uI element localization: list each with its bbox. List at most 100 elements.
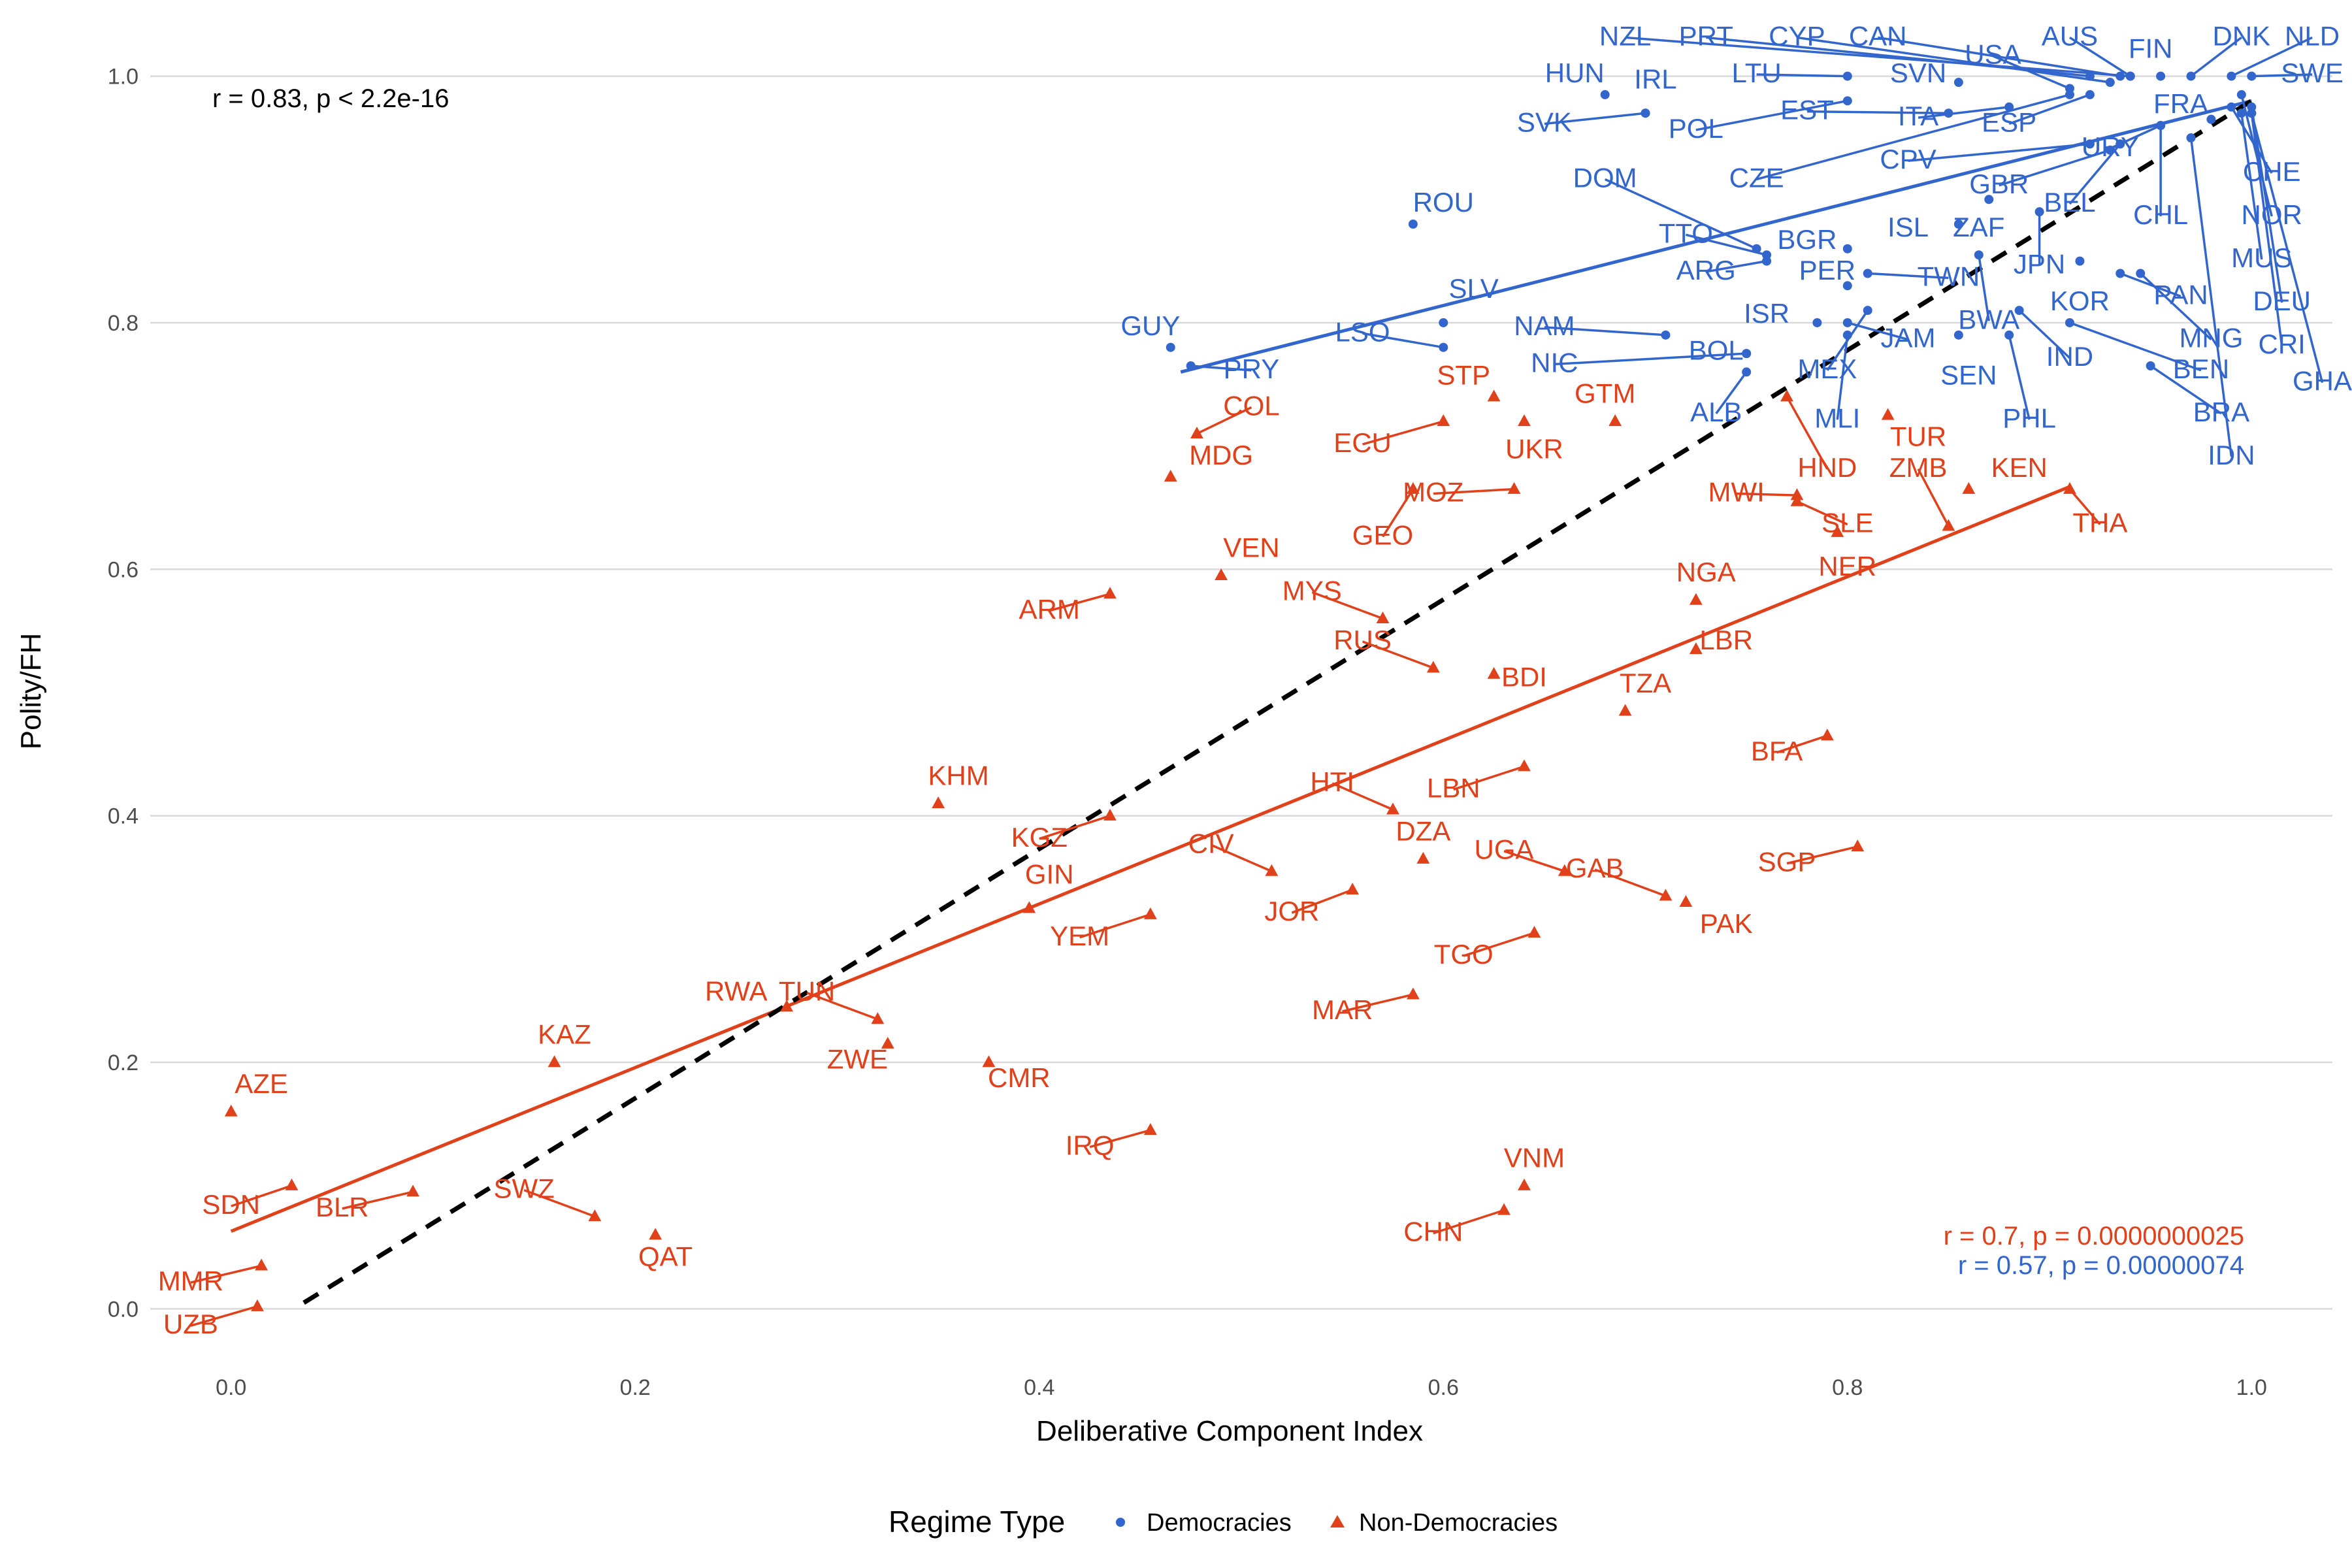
- legend-democracies-marker: [1116, 1518, 1125, 1527]
- leader-usa: [1992, 55, 2070, 90]
- point-swe: [2247, 71, 2257, 81]
- point-lso: [1439, 342, 1448, 352]
- point-tha: [2063, 482, 2076, 494]
- label-tza: TZA: [1620, 668, 1671, 698]
- leader-tun: [806, 992, 878, 1021]
- point-ind: [2014, 306, 2024, 316]
- leader-gbr: [1999, 149, 2111, 187]
- label-rou: ROU: [1413, 187, 1474, 218]
- point-stp: [1487, 389, 1501, 402]
- y-tick-label: 0.4: [108, 804, 139, 829]
- label-mus: MUS: [2231, 242, 2292, 273]
- label-bra: BRA: [2193, 397, 2249, 427]
- leader-pol: [1695, 99, 1848, 131]
- point-sle: [1790, 494, 1804, 506]
- label-yem: YEM: [1050, 921, 1109, 951]
- leader-blr: [342, 1190, 414, 1210]
- label-nzl: NZL: [1599, 20, 1651, 51]
- point-cpv: [2085, 139, 2095, 149]
- label-slv: SLV: [1449, 273, 1499, 304]
- point-kor: [2075, 256, 2085, 266]
- label-hnd: HND: [1797, 452, 1857, 483]
- point-col: [1190, 426, 1203, 438]
- leader-pry: [1190, 365, 1252, 372]
- leader-ben: [2069, 321, 2202, 372]
- leader-ltu: [1756, 73, 1848, 78]
- label-hti: HTI: [1310, 766, 1354, 797]
- fit-line-overall: [302, 99, 2253, 1305]
- label-per: PER: [1799, 255, 1855, 286]
- leader-deu: [2250, 106, 2283, 303]
- label-nic: NIC: [1531, 347, 1578, 378]
- label-ukr: UKR: [1505, 434, 1563, 465]
- leader-zmb: [1917, 468, 1950, 527]
- point-sen: [1953, 330, 1963, 340]
- point-cze: [2065, 90, 2074, 99]
- point-mys: [1376, 611, 1390, 623]
- label-gin: GIN: [1025, 858, 1074, 889]
- point-ukr: [1518, 414, 1531, 427]
- leader-lbn: [1453, 765, 1525, 791]
- x-tick-label: 0.6: [1428, 1375, 1459, 1400]
- label-khm: KHM: [928, 760, 988, 791]
- point-pak: [1679, 894, 1693, 907]
- leader-mmr: [190, 1264, 262, 1284]
- label-moz: MOZ: [1403, 477, 1463, 508]
- label-chn: CHN: [1403, 1217, 1463, 1247]
- point-yem: [1143, 907, 1157, 919]
- point-idn: [2186, 133, 2196, 142]
- label-bgr: BGR: [1777, 224, 1837, 255]
- label-chl: CHL: [2133, 199, 2188, 230]
- label-dom: DOM: [1573, 162, 1637, 193]
- point-mar: [1406, 987, 1420, 1000]
- label-cri: CRI: [2259, 329, 2306, 359]
- label-bdi: BDI: [1501, 662, 1547, 693]
- leader-rus: [1362, 640, 1434, 669]
- label-ltu: LTU: [1731, 57, 1781, 88]
- leader-can: [1877, 36, 2121, 78]
- point-vnm: [1518, 1178, 1531, 1190]
- point-jam: [1842, 318, 1852, 327]
- y-tick-label: 0.2: [108, 1051, 139, 1075]
- leader-jor: [1291, 889, 1353, 914]
- leader-dnk: [2190, 37, 2242, 77]
- leader-bwa: [1978, 254, 1990, 321]
- label-usa: USA: [1965, 39, 2021, 70]
- label-nam: NAM: [1514, 310, 1575, 341]
- label-rwa: RWA: [705, 976, 768, 1007]
- point-arm: [1103, 587, 1117, 599]
- point-bgr: [1842, 244, 1852, 253]
- leader-ecu: [1362, 420, 1444, 446]
- label-ita: ITA: [1898, 101, 1938, 131]
- point-jpn: [2034, 207, 2044, 217]
- fit-line-non-democracies: [230, 485, 2070, 1233]
- leader-uga: [1503, 850, 1565, 873]
- point-est: [1944, 108, 1953, 118]
- leader-bfa: [1776, 734, 1828, 754]
- label-zmb: ZMB: [1889, 452, 1948, 483]
- label-ecu: ECU: [1333, 427, 1392, 458]
- label-mar: MAR: [1312, 994, 1373, 1025]
- label-jam: JAM: [1881, 323, 1936, 353]
- leader-mys: [1311, 591, 1384, 620]
- label-mng: MNG: [2179, 323, 2243, 353]
- label-bol: BOL: [1689, 335, 1744, 366]
- point-chl: [2156, 121, 2166, 131]
- point-dnk: [2186, 71, 2196, 81]
- data-points: [224, 71, 2257, 1311]
- label-col: COL: [1223, 390, 1279, 421]
- label-pan: PAN: [2153, 280, 2208, 310]
- legend-title: Regime Type: [889, 1505, 1065, 1539]
- label-rus: RUS: [1333, 625, 1392, 655]
- leader-ind: [2018, 309, 2071, 359]
- y-axis-title: Polity/FH: [15, 633, 47, 749]
- label-kaz: KAZ: [538, 1019, 591, 1050]
- leader-hti: [1331, 782, 1394, 811]
- point-mus: [2236, 108, 2246, 118]
- label-arm: ARM: [1019, 594, 1080, 625]
- leader-swz: [523, 1188, 595, 1218]
- label-pol: POL: [1669, 113, 1723, 144]
- leader-idn: [2189, 137, 2233, 457]
- point-dom: [1752, 244, 1761, 253]
- point-zaf: [1984, 195, 1994, 204]
